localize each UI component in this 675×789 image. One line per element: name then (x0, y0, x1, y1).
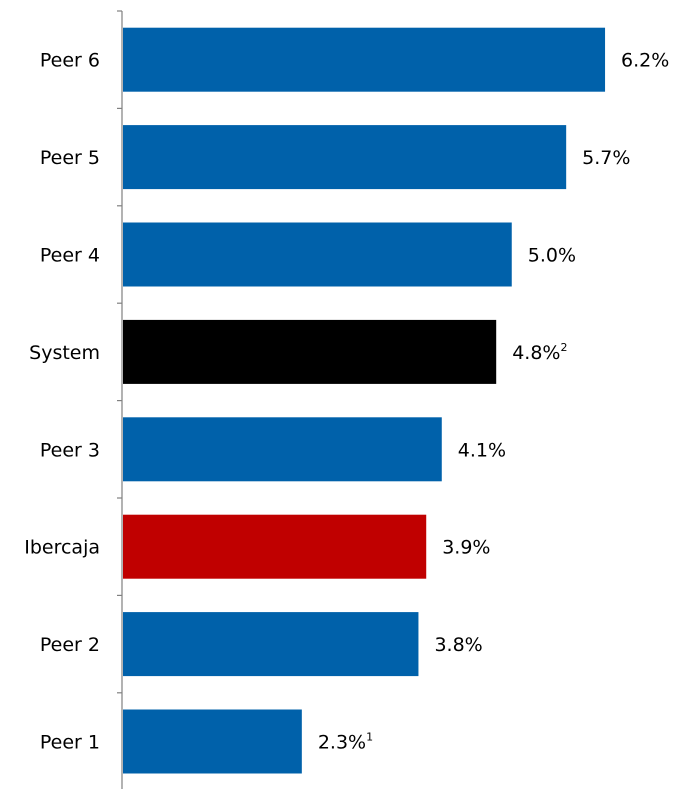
category-label: System (29, 342, 100, 364)
footnote-mark: 2 (560, 341, 567, 354)
category-axis (117, 10, 123, 789)
value-label: 4.1% (458, 439, 506, 461)
bar-ibercaja (123, 514, 427, 579)
value-label: 5.7% (582, 147, 630, 169)
category-label: Peer 1 (40, 732, 100, 754)
category-label: Peer 3 (40, 439, 100, 461)
bar-peer-5 (123, 125, 567, 190)
value-label: 2.3%1 (318, 731, 373, 754)
bar-peer-1 (123, 709, 302, 774)
category-label: Peer 6 (40, 50, 100, 72)
value-label: 6.2% (621, 50, 669, 72)
bar-system (123, 319, 497, 384)
bar-peer-3 (123, 417, 442, 482)
value-label: 3.8% (434, 634, 482, 656)
bar-peer-2 (123, 612, 419, 677)
bar-peer-6 (123, 27, 606, 92)
labels: Peer 6 6.2% Peer 5 5.7% Peer 4 5.0% System 4.8%… (24, 50, 669, 754)
category-label: Peer 4 (40, 245, 100, 267)
value-label: 3.9% (442, 537, 490, 559)
category-label: Ibercaja (24, 537, 100, 559)
footnote-mark: 1 (366, 731, 373, 744)
bars (123, 27, 606, 774)
category-label: Peer 5 (40, 147, 100, 169)
value-label: 4.8%2 (512, 341, 567, 364)
bar-peer-4 (123, 222, 512, 287)
category-label: Peer 2 (40, 634, 100, 656)
value-label: 5.0% (528, 245, 576, 267)
